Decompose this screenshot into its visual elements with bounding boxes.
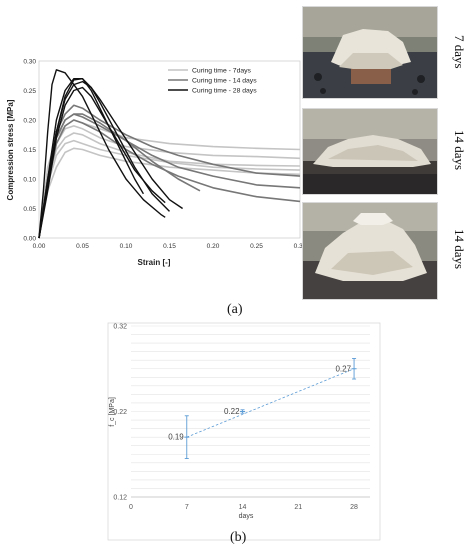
chart-a-y-ticks: 0.00 0.05 0.10 0.15 0.20 0.25 0.30 <box>23 59 36 243</box>
photo-14-days-top <box>302 108 438 195</box>
chart-a-series-line-28-days <box>38 86 166 239</box>
chart-a-series-line-28-days <box>38 78 170 239</box>
chart-a-y-label: Compression stress [MPa] <box>6 99 15 200</box>
chart-b-x-tick-label: 14 <box>239 504 247 511</box>
chart-b-y-label: f_c [MPa] <box>109 397 116 427</box>
chart-b-data-label: 0.27 <box>335 364 351 373</box>
chart-a-y-tick-label: 0.20 <box>23 118 36 125</box>
chart-a-x-tick-label: 0.30 <box>294 243 307 250</box>
chart-b-trendline <box>186 368 355 438</box>
chart-a-y-tick-label: 0.25 <box>23 88 36 95</box>
chart-a-x-tick-label: 0.05 <box>76 243 89 250</box>
chart-b-x-tick-label: 28 <box>350 504 358 511</box>
chart-a-series <box>38 69 301 239</box>
chart-a-series-line-7-days <box>38 119 301 239</box>
chart-a-x-ticks: 0.00 0.05 0.10 0.15 0.20 0.25 0.30 <box>33 243 307 250</box>
chart-b-y-tick-label: 0.12 <box>113 495 127 502</box>
chart-a-x-tick-label: 0.15 <box>163 243 176 250</box>
chart-b-x-ticks: 0 7 14 21 28 <box>129 504 358 511</box>
chart-b-x-tick-label: 0 <box>129 504 133 511</box>
stress-strain-chart: 0.00 0.05 0.10 0.15 0.20 0.25 0.30 0.00 0.05 0.1… <box>6 59 307 268</box>
chart-a-series-line-14-days <box>38 113 301 239</box>
photo-label-14-days-bottom: 14 days <box>452 228 467 270</box>
chart-b-x-tick-label: 21 <box>294 504 302 511</box>
chart-b-x-label: days <box>239 513 254 520</box>
chart-b-data-label: 0.19 <box>168 433 184 442</box>
chart-b-x-tick-label: 7 <box>185 504 189 511</box>
chart-a-y-tick-label: 0.05 <box>23 206 36 213</box>
panel-b-label: (b) <box>230 530 247 545</box>
chart-b-y-tick-label: 0.22 <box>113 409 127 416</box>
chart-a-legend: Curing time - 7days Curing time - 14 days… <box>168 68 257 95</box>
legend-label: Curing time - 14 days <box>192 78 257 85</box>
photo-7-days <box>302 6 438 99</box>
fc-vs-days-chart: 0.120.220.32 0 7 14 21 28 0.190.220.27 days … <box>107 322 381 541</box>
chart-a-series-line-14-days <box>38 119 301 239</box>
chart-b-points: 0.19 0.22 0.27 <box>168 358 357 459</box>
legend-label: Curing time - 7days <box>192 68 252 75</box>
chart-a-x-tick-label: 0.25 <box>250 243 263 250</box>
chart-b-y-tick-label: 0.32 <box>113 324 127 331</box>
chart-b-gridlines <box>131 325 370 498</box>
chart-a-y-tick-label: 0.30 <box>23 59 36 66</box>
panel-a-label: (a) <box>227 302 243 317</box>
chart-a-series-line-28-days <box>38 69 166 239</box>
chart-a-x-label: Strain [-] <box>138 258 171 267</box>
chart-b-frame <box>107 322 381 541</box>
chart-b-y-ticks: 0.12 0.22 0.32 <box>113 324 127 502</box>
photo-14-days-bottom <box>302 202 438 300</box>
chart-a-y-tick-label: 0.10 <box>23 177 36 184</box>
chart-b-trendline-path <box>186 368 355 438</box>
chart-a-x-tick-label: 0.00 <box>33 243 46 250</box>
chart-a-series-line-28-days <box>38 78 145 239</box>
chart-a-x-tick-label: 0.20 <box>207 243 220 250</box>
chart-a-series-line-7-days <box>38 139 301 239</box>
chart-a-y-tick-label: 0.00 <box>23 236 36 243</box>
chart-a-x-tick-label: 0.10 <box>120 243 133 250</box>
chart-b-data-label: 0.22 <box>224 407 240 416</box>
chart-a-y-tick-label: 0.15 <box>23 147 36 154</box>
photo-label-14-days-top: 14 days <box>452 129 467 171</box>
photo-label-7-days: 7 days <box>452 35 467 69</box>
legend-label: Curing time - 28 days <box>192 88 257 95</box>
